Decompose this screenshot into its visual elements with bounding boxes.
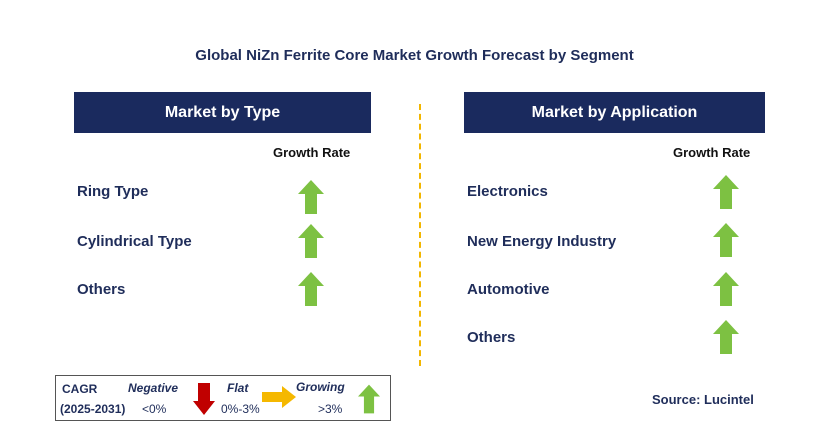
market-by-type-header: Market by Type	[74, 92, 371, 133]
growing-arrow-icon	[298, 272, 324, 306]
application-row-electronics: Electronics	[467, 183, 548, 200]
negative-arrow-icon	[193, 383, 215, 415]
legend-period: (2025-2031)	[60, 402, 126, 416]
chart-title: Global NiZn Ferrite Core Market Growth F…	[195, 47, 634, 64]
application-row-new-energy-industry: New Energy Industry	[467, 233, 617, 250]
application-row-automotive: Automotive	[467, 281, 550, 298]
growing-arrow-icon	[358, 384, 380, 414]
source-label: Source: Lucintel	[652, 392, 754, 407]
growing-arrow-icon	[298, 180, 324, 214]
panel-divider	[419, 104, 421, 366]
growing-arrow-icon	[713, 223, 739, 257]
legend-flat-range: 0%-3%	[221, 402, 260, 416]
growing-arrow-icon	[713, 272, 739, 306]
type-row-ring-type: Ring Type	[77, 183, 149, 200]
growth-rate-label-application: Growth Rate	[673, 145, 751, 160]
growing-arrow-icon	[713, 175, 739, 209]
legend-negative-label: Negative	[128, 381, 179, 395]
legend-growing-range: >3%	[318, 402, 343, 416]
legend-negative-range: <0%	[142, 402, 167, 416]
legend-growing-label: Growing	[296, 380, 345, 394]
cagr-legend: CAGR (2025-2031) Negative <0% Flat 0%-3%…	[55, 375, 391, 421]
growth-rate-label-type: Growth Rate	[273, 145, 351, 160]
legend-cagr-label: CAGR	[62, 382, 98, 396]
growing-arrow-icon	[713, 320, 739, 354]
type-row-cylindrical-type: Cylindrical Type	[77, 233, 192, 250]
legend-flat-label: Flat	[227, 381, 249, 395]
type-row-others: Others	[77, 281, 126, 298]
growing-arrow-icon	[298, 224, 324, 258]
market-by-application-header: Market by Application	[464, 92, 765, 133]
flat-arrow-icon	[262, 386, 296, 408]
application-row-others: Others	[467, 329, 516, 346]
